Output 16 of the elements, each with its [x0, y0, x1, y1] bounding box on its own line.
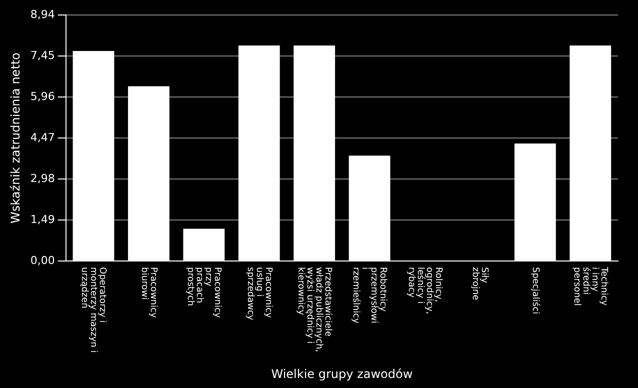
x-tick-label: Pracownicy przy pracach prostych — [185, 267, 222, 318]
y-tick-label: 4,47 — [30, 130, 55, 144]
y-tick-label: 0,00 — [30, 254, 55, 267]
y-tick-label: 8,94 — [30, 8, 55, 21]
x-tick-label: Rolnicy, ogrodnicy, leśnicy i rybacy — [406, 267, 443, 314]
x-tick-label: Technicy i inny średni personel — [572, 266, 609, 306]
y-tick-label: 1,49 — [30, 212, 55, 226]
x-tick-label: Siły zbrojne — [470, 267, 490, 301]
x-tick-label: Operatorzy i monterzy maszyn i urządzeń — [79, 267, 108, 353]
x-tick-label: Specjaliści — [530, 267, 541, 314]
y-tick-label: 7,45 — [30, 48, 55, 62]
y-tick-label: 2,98 — [30, 172, 55, 185]
y-axis-title: Wskaźnik zatrudnienia netto — [8, 52, 22, 224]
x-axis-title: Wielkie grupy zawodów — [271, 366, 413, 381]
y-tick-label: 5,96 — [30, 90, 55, 103]
x-tick-label: Pracownicy biurowi — [138, 267, 158, 318]
